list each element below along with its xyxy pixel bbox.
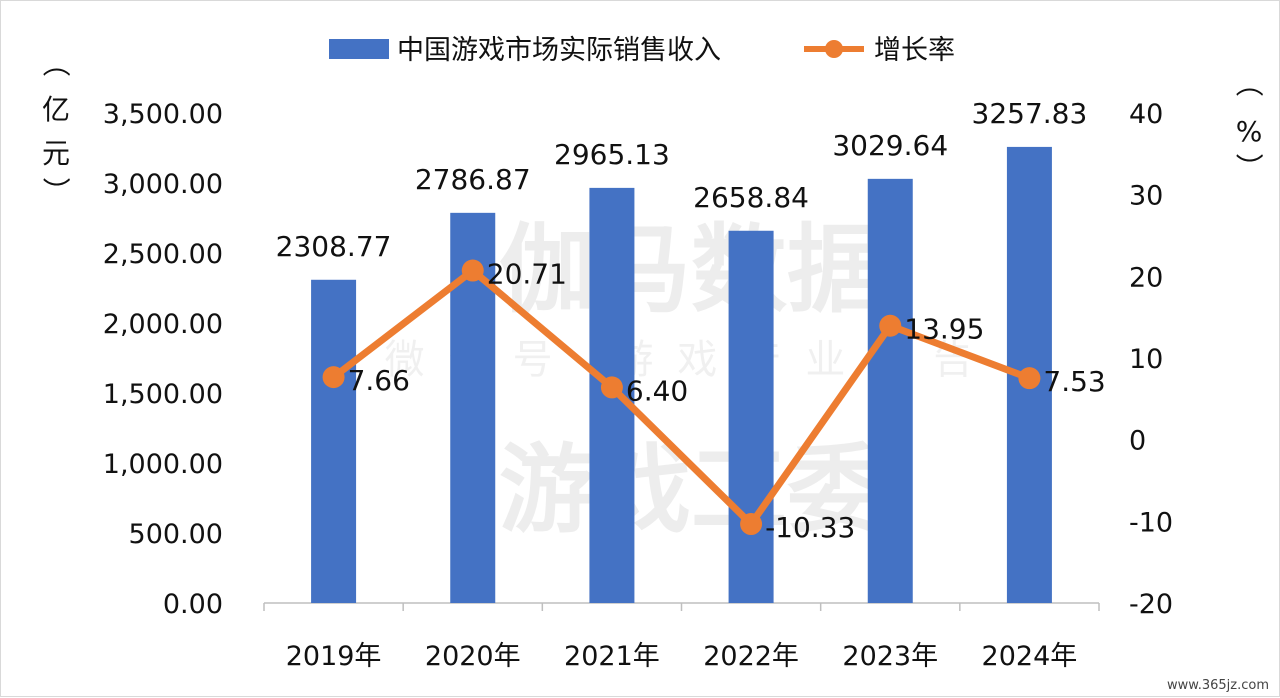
right-axis-unit-char: ） (1232, 153, 1265, 181)
right-axis-tick-label: 20 (1129, 262, 1163, 293)
growth-line (331, 267, 1031, 528)
x-axis-tick-label: 2022年 (703, 641, 799, 672)
watermark-text: 游戏工委 (499, 434, 883, 546)
revenue-value-label: 3257.83 (972, 97, 1088, 130)
left-axis-tick-label: 0.00 (163, 589, 223, 620)
legend-marker (825, 40, 843, 58)
x-axis-tick-label: 2019年 (286, 641, 382, 672)
legend-label-revenue: 中国游戏市场实际销售收入 (397, 35, 721, 66)
right-axis-unit-char: % (1236, 115, 1263, 148)
left-axis-tick-label: 1,500.00 (103, 379, 223, 410)
left-axis-tick-label: 2,000.00 (103, 309, 223, 340)
revenue-value-label: 2658.84 (693, 181, 809, 214)
revenue-bar (867, 178, 913, 603)
revenue-value-label: 2308.77 (276, 230, 392, 263)
left-axis-tick-label: 500.00 (129, 519, 223, 550)
growth-value-label: 6.40 (626, 374, 688, 407)
growth-value-label: 13.95 (904, 313, 984, 346)
right-axis-unit-char: （ (1232, 69, 1265, 97)
legend-label-growth: 增长率 (874, 35, 955, 66)
left-axis-tick-label: 3,500.00 (103, 99, 223, 130)
left-axis-unit-char: 亿 (42, 93, 70, 126)
left-axis-tick-label: 2,500.00 (103, 239, 223, 270)
growth-point (322, 366, 345, 389)
left-axis-tick-label: 3,000.00 (103, 169, 223, 200)
right-axis-tick-label: -10 (1129, 507, 1173, 538)
growth-value-label: 7.53 (1043, 365, 1105, 398)
right-axis-tick-label: -20 (1129, 589, 1173, 620)
watermark-text: 伽马数据 (499, 214, 883, 326)
left-axis-unit-char: （ (39, 49, 72, 77)
revenue-bar (728, 230, 774, 604)
growth-point (1018, 367, 1041, 390)
revenue-value-label: 2786.87 (415, 163, 531, 196)
growth-point (461, 259, 484, 282)
x-axis-tick-label: 2024年 (982, 641, 1078, 672)
x-axis-tick-label: 2023年 (842, 641, 938, 672)
right-axis-tick-label: 0 (1129, 426, 1146, 457)
x-axis-tick-label: 2020年 (425, 641, 521, 672)
left-axis-unit-char: ） (39, 177, 72, 205)
left-axis-tick-label: 1,000.00 (103, 449, 223, 480)
growth-value-label: -10.33 (765, 511, 855, 544)
right-axis-tick-label: 10 (1129, 344, 1163, 375)
left-axis-unit-char: 元 (42, 137, 70, 170)
growth-point (879, 314, 902, 337)
growth-value-label: 20.71 (487, 258, 567, 291)
growth-value-label: 7.66 (348, 364, 410, 397)
growth-point (740, 513, 763, 536)
revenue-bar (311, 279, 357, 603)
right-axis-tick-label: 30 (1129, 181, 1163, 212)
revenue-value-label: 3029.64 (832, 129, 948, 162)
revenue-value-label: 2965.13 (554, 138, 670, 171)
x-axis-tick-label: 2021年 (564, 641, 660, 672)
right-axis-tick-label: 40 (1129, 99, 1163, 130)
growth-point (600, 376, 623, 399)
legend-bar-swatch (329, 39, 389, 59)
site-watermark: www.365jz.com (1167, 678, 1269, 693)
